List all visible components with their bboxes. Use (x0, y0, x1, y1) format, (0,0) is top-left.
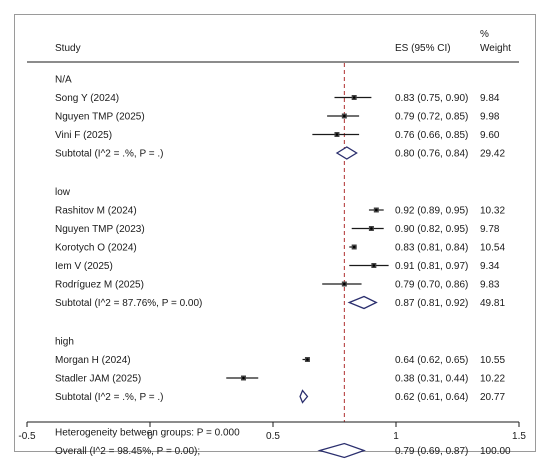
study-es-ci: 0.92 (0.89, 0.95) (395, 206, 468, 217)
subtotal-es-ci: 0.62 (0.61, 0.64) (395, 392, 468, 403)
study-weight: 10.55 (480, 355, 505, 366)
study-label: Rashitov M (2024) (55, 206, 137, 217)
study-point-center (343, 114, 346, 118)
study-es-ci: 0.79 (0.72, 0.85) (395, 112, 468, 123)
study-point-center (352, 245, 356, 249)
study-point-center (370, 227, 373, 230)
header-weight: Weight (480, 43, 511, 54)
overall-diamond (317, 442, 366, 459)
subtotal-label: Subtotal (I^2 = 87.76%, P = 0.00) (55, 298, 202, 309)
study-weight: 9.34 (480, 261, 500, 272)
study-es-ci: 0.91 (0.81, 0.97) (395, 261, 468, 272)
study-label: Stadler JAM (2025) (55, 374, 141, 385)
header-es-ci: ES (95% CI) (395, 43, 451, 54)
study-es-ci: 0.83 (0.81, 0.84) (395, 243, 468, 254)
study-weight: 9.98 (480, 112, 500, 123)
study-point-center (343, 282, 346, 286)
study-weight: 10.32 (480, 206, 505, 217)
study-point-center (372, 264, 376, 267)
study-weight: 9.78 (480, 224, 500, 235)
study-label: Nguyen TMP (2025) (55, 112, 145, 123)
study-es-ci: 0.64 (0.62, 0.65) (395, 355, 468, 366)
heterogeneity-label: Heterogeneity between groups: P = 0.000 (55, 428, 240, 439)
group-label: high (55, 337, 74, 348)
subtotal-weight: 29.42 (480, 149, 505, 160)
study-es-ci: 0.90 (0.82, 0.95) (395, 224, 468, 235)
x-axis-tick-label: 0 (147, 431, 153, 442)
study-weight: 10.54 (480, 243, 505, 254)
study-label: Nguyen TMP (2023) (55, 224, 145, 235)
forest-plot-frame (14, 14, 536, 452)
study-label: Korotych O (2024) (55, 243, 137, 254)
x-axis-tick-label: 1 (393, 431, 399, 442)
subtotal-weight: 49.81 (480, 298, 505, 309)
subtotal-es-ci: 0.80 (0.76, 0.84) (395, 149, 468, 160)
study-label: Morgan H (2024) (55, 355, 131, 366)
overall-es-ci: 0.79 (0.69, 0.87) (395, 446, 468, 457)
x-axis-tick-label: 1.5 (512, 431, 526, 442)
study-label: Iem V (2025) (55, 261, 113, 272)
subtotal-diamond (299, 389, 309, 404)
group-label: low (55, 187, 71, 198)
study-es-ci: 0.38 (0.31, 0.44) (395, 374, 468, 385)
study-point-center (375, 208, 378, 212)
study-es-ci: 0.79 (0.70, 0.86) (395, 280, 468, 291)
subtotal-label: Subtotal (I^2 = .%, P = .) (55, 149, 163, 160)
subtotal-weight: 20.77 (480, 392, 505, 403)
header-percent: % (480, 29, 489, 40)
header-study: Study (55, 43, 81, 54)
study-label: Song Y (2024) (55, 93, 119, 104)
study-point-center (335, 133, 339, 136)
subtotal-es-ci: 0.87 (0.81, 0.92) (395, 298, 468, 309)
study-label: Rodríguez M (2025) (55, 280, 144, 291)
study-label: Vini F (2025) (55, 130, 112, 141)
study-weight: 9.60 (480, 130, 500, 141)
subtotal-diamond (347, 295, 378, 310)
subtotal-diamond (335, 146, 358, 160)
group-label: N/A (55, 75, 72, 86)
study-weight: 10.22 (480, 374, 505, 385)
study-point-center (242, 376, 245, 380)
overall-label: Overall (I^2 = 98.45%, P = 0.00); (55, 446, 200, 457)
study-point-center (352, 96, 356, 99)
x-axis-tick-label: -0.5 (18, 431, 36, 442)
study-point-center (306, 358, 309, 361)
overall-weight: 100.00 (480, 446, 511, 457)
study-weight: 9.83 (480, 280, 500, 291)
study-weight: 9.84 (480, 93, 500, 104)
x-axis-tick-label: 0.5 (266, 431, 280, 442)
subtotal-label: Subtotal (I^2 = .%, P = .) (55, 392, 163, 403)
study-es-ci: 0.83 (0.75, 0.90) (395, 93, 468, 104)
study-es-ci: 0.76 (0.66, 0.85) (395, 130, 468, 141)
